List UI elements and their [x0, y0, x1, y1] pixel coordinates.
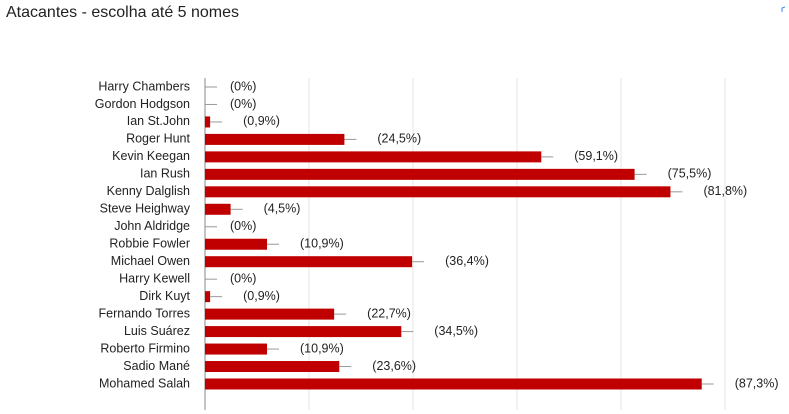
- category-label: Luis Suárez: [124, 324, 190, 338]
- bar: [205, 343, 268, 355]
- value-label: (4,5%): [264, 202, 301, 216]
- category-label: Ian St.John: [127, 114, 190, 128]
- value-label: (23,6%): [372, 359, 416, 373]
- value-label: (36,4%): [445, 254, 489, 268]
- bar: [205, 308, 335, 320]
- bar: [205, 168, 635, 180]
- category-label: Mohamed Salah: [99, 376, 190, 390]
- category-label: Kenny Dalglish: [107, 184, 190, 198]
- grid: [308, 78, 726, 410]
- bar: [205, 326, 402, 338]
- value-label: (0,9%): [243, 114, 280, 128]
- category-label: Roger Hunt: [126, 132, 190, 146]
- category-label: Steve Heighway: [100, 202, 191, 216]
- value-label: (87,3%): [735, 376, 779, 390]
- bar: [205, 378, 702, 390]
- category-label: Harry Chambers: [98, 79, 190, 93]
- bar: [205, 361, 340, 373]
- category-label: John Aldridge: [114, 219, 190, 233]
- corner-icon: [781, 6, 786, 12]
- category-label: Michael Owen: [111, 254, 190, 268]
- category-label: Ian Rush: [140, 167, 190, 181]
- category-label: Fernando Torres: [99, 306, 191, 320]
- value-label: (0%): [230, 271, 256, 285]
- bar: [205, 116, 211, 128]
- value-label: (0,9%): [243, 289, 280, 303]
- value-label: (0%): [230, 79, 256, 93]
- category-label: Kevin Keegan: [112, 149, 190, 163]
- value-label: (34,5%): [434, 324, 478, 338]
- value-label: (10,9%): [300, 237, 344, 251]
- bar: [205, 291, 211, 303]
- chart-title: Atacantes - escolha até 5 nomes: [6, 4, 239, 21]
- value-label: (10,9%): [300, 341, 344, 355]
- bar: [205, 238, 268, 250]
- category-label: Sadio Mané: [123, 359, 190, 373]
- value-label: (59,1%): [574, 149, 618, 163]
- category-label: Harry Kewell: [119, 271, 190, 285]
- value-label: (22,7%): [367, 306, 411, 320]
- value-label: (0%): [230, 219, 256, 233]
- value-label: (81,8%): [703, 184, 747, 198]
- bar: [205, 151, 542, 163]
- category-label: Robbie Fowler: [109, 237, 190, 251]
- category-label: Gordon Hodgson: [95, 97, 190, 111]
- bar: [205, 186, 671, 198]
- value-label: (0%): [230, 97, 256, 111]
- bar: [205, 133, 345, 145]
- value-label: (75,5%): [668, 167, 712, 181]
- category-label: Roberto Firmino: [100, 341, 190, 355]
- bar: [205, 256, 413, 268]
- category-label: Dirk Kuyt: [139, 289, 190, 303]
- bar: [205, 203, 231, 215]
- value-label: (24,5%): [377, 132, 421, 146]
